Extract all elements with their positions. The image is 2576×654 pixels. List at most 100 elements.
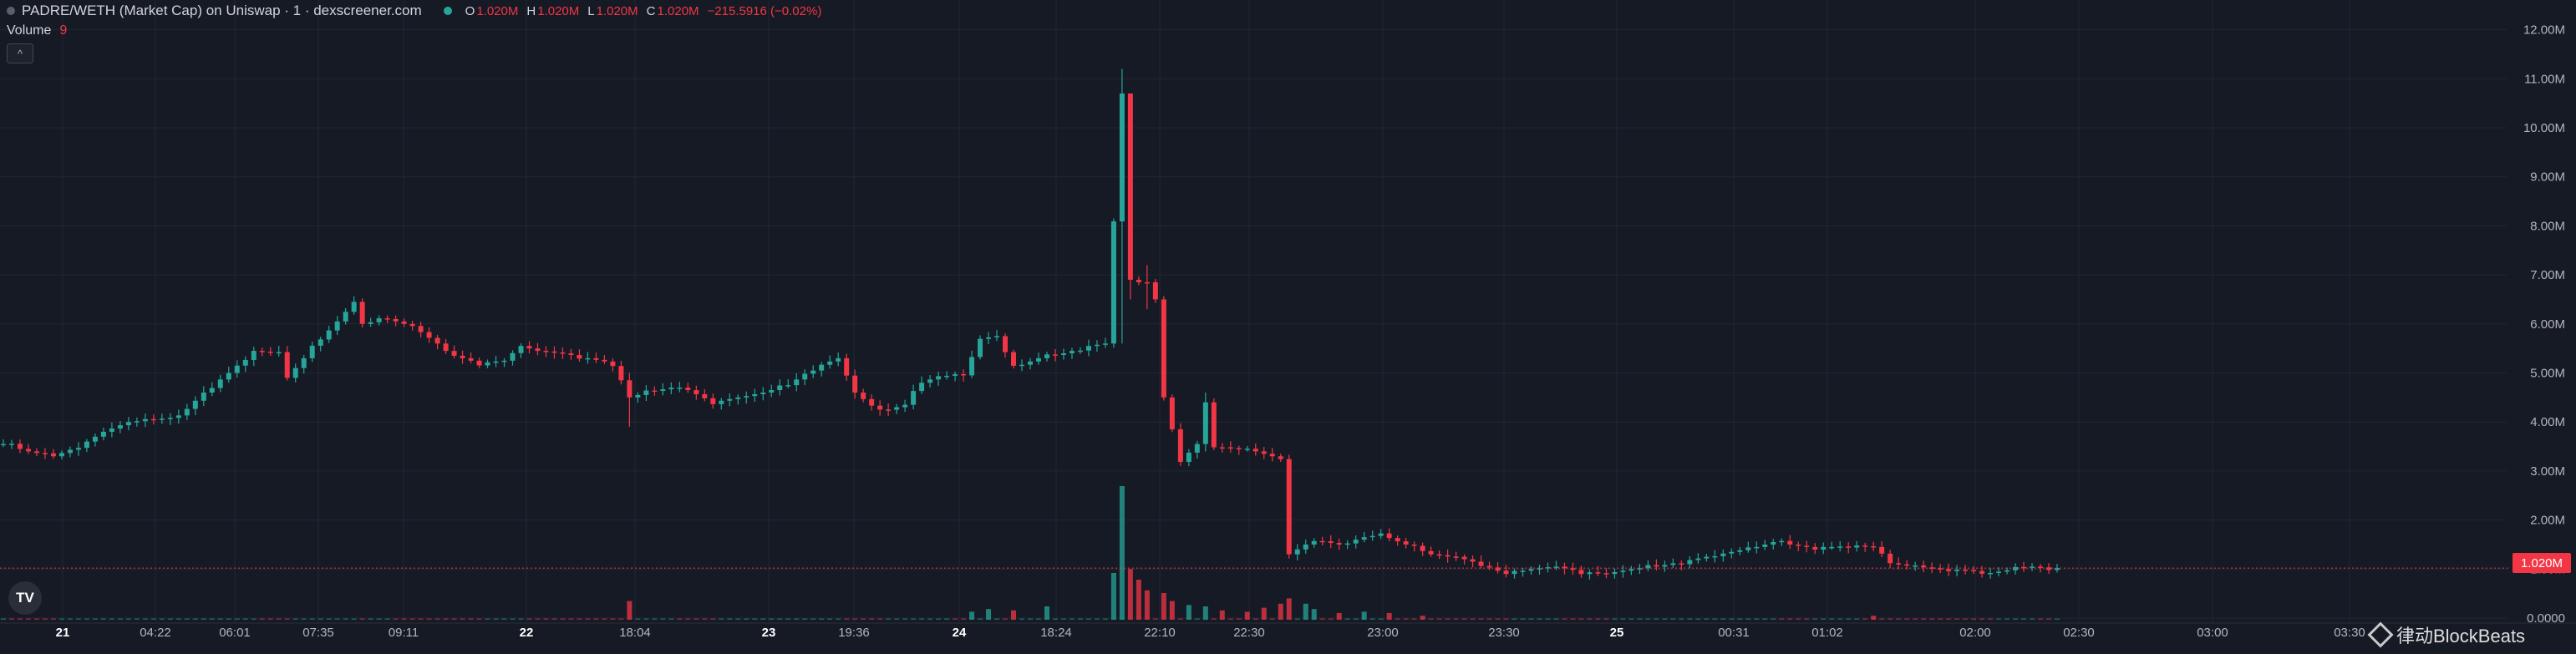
volume-bar: [1888, 618, 1893, 620]
candle: [1219, 447, 1225, 449]
volume-bar: [1812, 618, 1818, 620]
volume-bar: [568, 618, 574, 620]
symbol-icon: [7, 7, 15, 15]
candle: [1712, 555, 1718, 558]
volume-bar: [493, 618, 499, 620]
volume-bar: [694, 618, 699, 620]
collapse-legend-button[interactable]: ^: [7, 43, 33, 63]
candle: [710, 398, 716, 404]
candle: [1562, 566, 1567, 569]
candle: [2013, 566, 2019, 570]
candle: [1211, 402, 1217, 448]
volume-bar: [844, 618, 850, 620]
volume-bar: [1244, 611, 1250, 620]
volume-bar: [2004, 618, 2010, 620]
volume-bar: [67, 618, 73, 620]
volume-bar: [1035, 618, 1041, 620]
volume-bar: [409, 618, 415, 620]
volume-bar: [125, 618, 131, 620]
volume-bar: [2055, 618, 2060, 620]
volume-bar: [1428, 618, 1434, 620]
volume-bar: [944, 618, 950, 620]
volume-bar: [1553, 618, 1559, 620]
candle: [134, 421, 140, 423]
volume-bar: [877, 618, 883, 620]
candle: [518, 346, 524, 353]
volume-bar: [209, 618, 215, 620]
candle: [1829, 546, 1835, 549]
volume-bar: [242, 618, 248, 620]
candle: [668, 388, 674, 390]
volume-bar: [1670, 618, 1676, 620]
volume-bar: [852, 618, 858, 620]
candle: [1077, 350, 1083, 352]
volume-bar: [1662, 618, 1668, 620]
volume-bar: [1403, 618, 1409, 620]
volume-bar: [351, 618, 357, 620]
volume-bar: [1829, 618, 1835, 620]
candle: [84, 441, 89, 449]
candle: [251, 351, 257, 360]
volume-bar: [368, 618, 373, 620]
x-tick-label: 01:02: [1811, 626, 1843, 640]
volume-bar: [192, 618, 198, 620]
candle: [1428, 550, 1434, 555]
candle: [1344, 543, 1350, 545]
candle: [535, 348, 541, 352]
volume-bar: [585, 618, 591, 620]
x-tick-label: 23:00: [1367, 626, 1399, 640]
volume-bar: [259, 618, 265, 620]
volume-bar: [1094, 618, 1100, 620]
candle: [1854, 545, 1860, 548]
candle: [1888, 553, 1893, 564]
volume-bar: [1261, 607, 1267, 620]
candle: [1896, 563, 1902, 565]
candle: [1512, 570, 1517, 575]
volume-bar: [727, 618, 733, 620]
volume-bar: [777, 618, 783, 620]
candle: [451, 351, 457, 356]
volume-bar: [1787, 618, 1793, 620]
candle: [150, 418, 156, 421]
candle: [1110, 221, 1116, 344]
candle: [1269, 454, 1275, 457]
x-tick-label: 19:36: [838, 626, 870, 640]
volume-bar: [769, 618, 775, 620]
volume-bar: [1453, 618, 1459, 620]
candle: [635, 394, 641, 398]
volume-bar: [1946, 618, 1952, 620]
volume-bar: [535, 618, 541, 620]
candle: [1194, 444, 1200, 453]
volume-bar: [150, 618, 156, 620]
chart-legend: PADRE/WETH (Market Cap) on Uniswap · 1 ·…: [7, 2, 821, 20]
candle: [769, 390, 775, 393]
volume-bar: [1369, 618, 1375, 620]
candle: [242, 359, 248, 366]
volume-bar: [1904, 618, 1910, 620]
x-tick-label: 23:30: [1488, 626, 1520, 640]
tradingview-logo-icon[interactable]: TV: [8, 581, 42, 615]
candle: [368, 322, 373, 324]
candle: [326, 330, 332, 340]
volume-bar: [1003, 618, 1009, 620]
volume-bar: [1704, 618, 1710, 620]
volume-bar: [1645, 618, 1651, 620]
volume-bar: [1503, 618, 1509, 620]
candle: [2055, 568, 2060, 570]
volume-bar: [1395, 618, 1400, 620]
volume-bar: [1436, 618, 1442, 620]
candle: [1846, 546, 1852, 548]
candle: [1670, 563, 1676, 565]
candle: [1420, 545, 1425, 551]
candle: [1879, 546, 1885, 554]
volume-bar: [785, 618, 791, 620]
candle: [752, 393, 758, 397]
volume-bar: [25, 618, 31, 620]
candle: [844, 357, 850, 376]
candle: [1085, 346, 1091, 351]
volume-bar: [1019, 618, 1025, 620]
candle: [142, 418, 148, 422]
candle: [1278, 456, 1283, 459]
volume-bar: [1879, 618, 1885, 620]
